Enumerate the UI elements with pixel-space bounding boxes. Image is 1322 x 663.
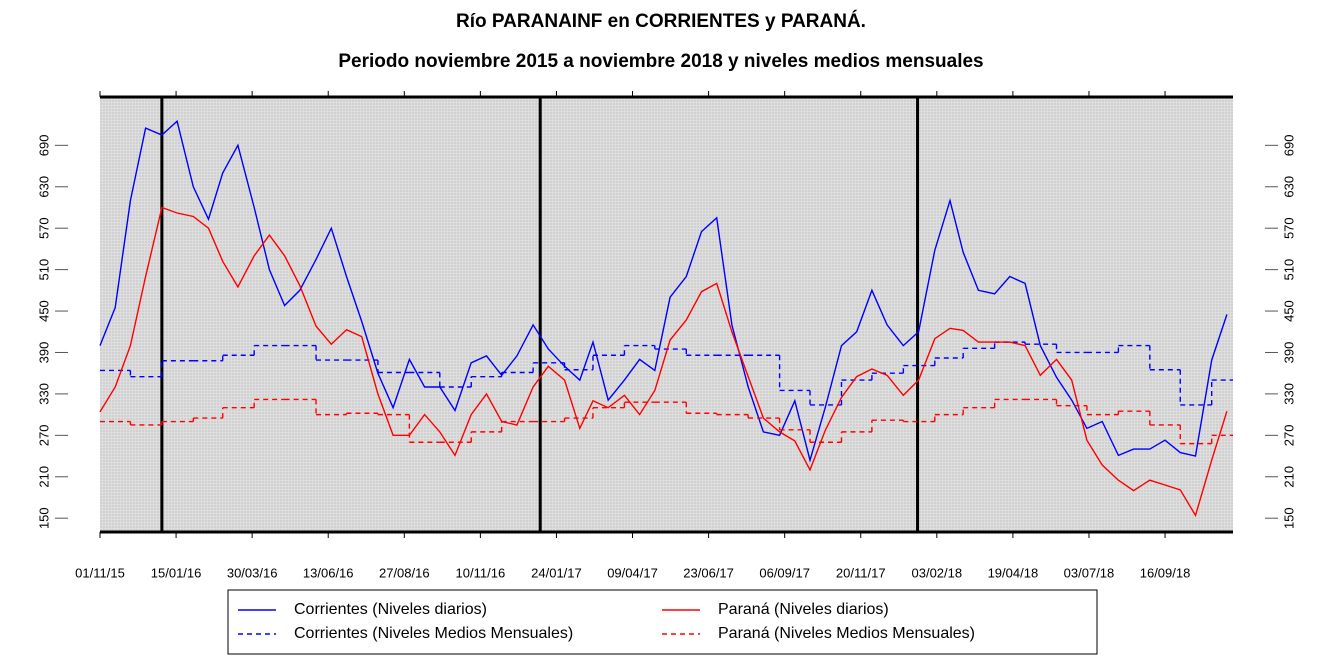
x-tick-label: 24/01/17 (531, 565, 582, 580)
y-tick-label-right: 330 (1281, 383, 1296, 405)
x-tick-label: 13/06/16 (303, 565, 354, 580)
y-tick-label-right: 570 (1281, 217, 1296, 239)
x-tick-label: 09/04/17 (607, 565, 658, 580)
x-tick-label: 27/08/16 (379, 565, 430, 580)
daily-line (99, 119, 1228, 463)
legend-label: Paraná (Niveles Medios Mensuales) (718, 625, 975, 642)
x-tick-label: 30/03/16 (227, 565, 278, 580)
x-tick-label: 23/06/17 (683, 565, 734, 580)
y-tick-label: 510 (36, 259, 51, 281)
legend-label: Paraná (Niveles diarios) (718, 601, 889, 618)
daily-line (99, 206, 1228, 518)
x-tick-label: 03/07/18 (1064, 565, 1115, 580)
x-tick-label: 16/09/18 (1140, 565, 1191, 580)
x-tick-label: 06/09/17 (759, 565, 810, 580)
x-tick-label: 20/11/17 (836, 565, 886, 580)
y-tick-label: 690 (36, 134, 51, 156)
chart-title: Río PARANAINF en CORRIENTES y PARANÁ. (456, 10, 866, 32)
legend-label: Corrientes (Niveles diarios) (294, 601, 487, 618)
x-tick-label: 10/11/16 (456, 565, 506, 580)
y-tick-label: 570 (36, 217, 51, 239)
y-tick-label-right: 630 (1281, 176, 1296, 198)
y-tick-label-right: 510 (1281, 259, 1296, 281)
y-tick-label-right: 270 (1281, 424, 1296, 446)
y-tick-label-right: 390 (1281, 342, 1296, 364)
y-tick-label: 270 (36, 424, 51, 446)
legend-label: Corrientes (Niveles Medios Mensuales) (294, 625, 573, 642)
x-tick-label: 19/04/18 (988, 565, 1039, 580)
y-tick-label-right: 690 (1281, 134, 1296, 156)
y-tick-label: 210 (36, 466, 51, 488)
y-tick-label-right: 450 (1281, 300, 1296, 322)
y-tick-label-right: 210 (1281, 466, 1296, 488)
y-tick-label: 450 (36, 300, 51, 322)
x-tick-label: 03/02/18 (912, 565, 963, 580)
x-tick-label: 01/11/15 (75, 565, 125, 580)
y-tick-label-right: 150 (1281, 507, 1296, 529)
y-tick-label: 390 (36, 342, 51, 364)
y-tick-label: 150 (36, 507, 51, 529)
legend (227, 589, 1098, 655)
x-tick-label: 15/01/16 (151, 565, 202, 580)
chart-subtitle: Periodo noviembre 2015 a noviembre 2018 … (338, 51, 983, 72)
y-tick-label: 630 (36, 176, 51, 198)
y-tick-label: 330 (36, 383, 51, 405)
